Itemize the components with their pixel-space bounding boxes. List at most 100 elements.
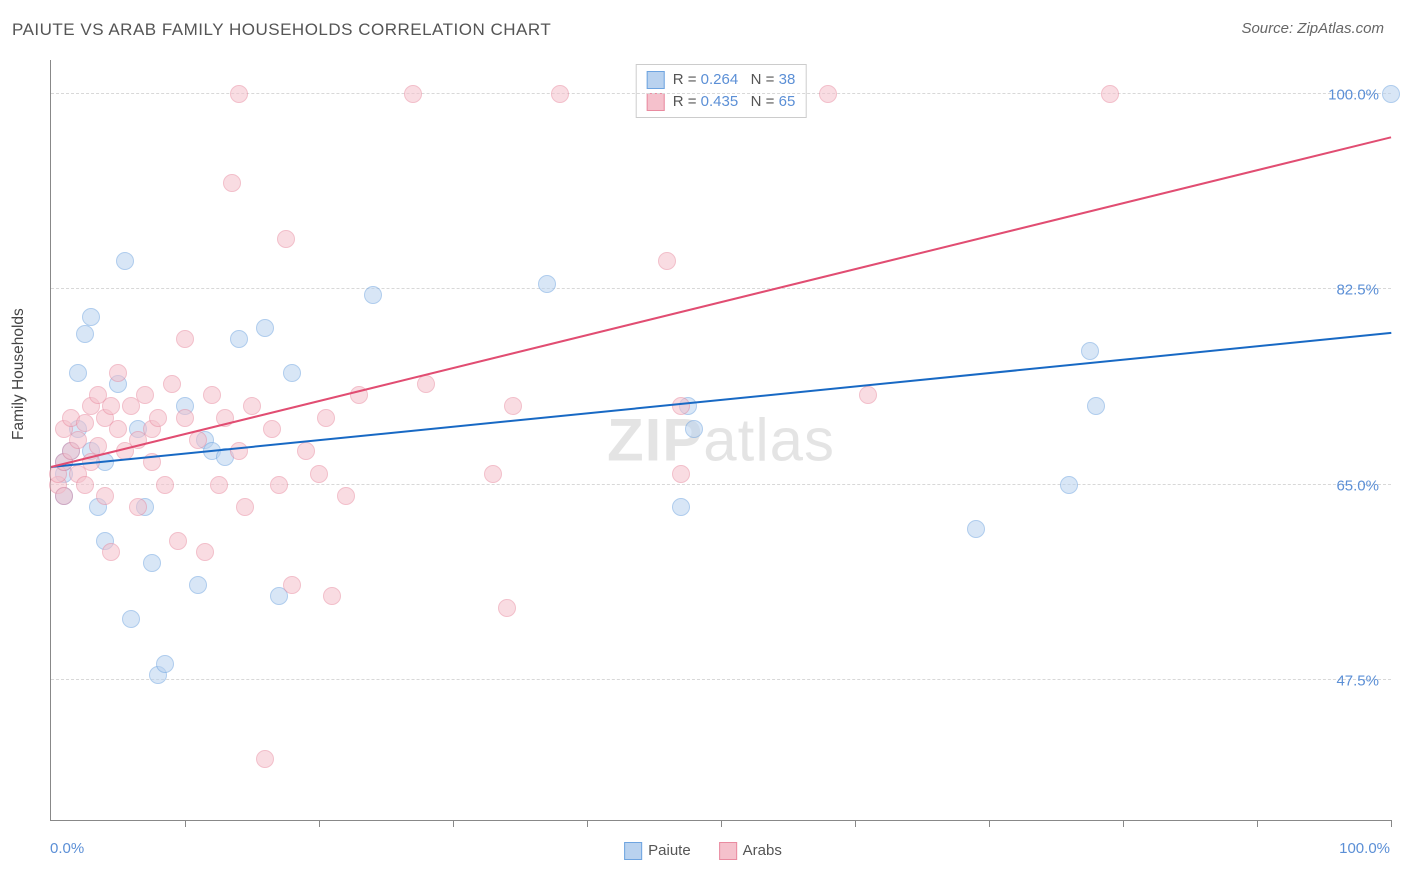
scatter-point [176,409,194,427]
correlation-legend-row: R = 0.264 N = 38 [647,69,796,91]
scatter-point [76,476,94,494]
scatter-point [263,420,281,438]
gridline [51,288,1391,289]
scatter-point [672,498,690,516]
scatter-point [404,85,422,103]
chart-title: PAIUTE VS ARAB FAMILY HOUSEHOLDS CORRELA… [12,20,551,40]
gridline [51,679,1391,680]
scatter-point [189,576,207,594]
x-axis-max-label: 100.0% [1339,840,1390,857]
chart-container: PAIUTE VS ARAB FAMILY HOUSEHOLDS CORRELA… [0,0,1406,892]
scatter-point [203,386,221,404]
scatter-point [317,409,335,427]
scatter-point [109,420,127,438]
plot-area: ZIPatlas R = 0.264 N = 38R = 0.435 N = 6… [50,60,1391,821]
x-axis-tick [587,820,588,827]
scatter-point [819,85,837,103]
y-axis-label: 47.5% [1336,673,1379,690]
scatter-point [196,543,214,561]
scatter-point [256,319,274,337]
scatter-point [1081,342,1099,360]
scatter-point [156,476,174,494]
scatter-point [55,487,73,505]
scatter-point [323,587,341,605]
correlation-legend: R = 0.264 N = 38R = 0.435 N = 65 [636,64,807,118]
legend-swatch [647,93,665,111]
scatter-point [69,364,87,382]
scatter-point [230,442,248,460]
scatter-point [129,498,147,516]
x-axis-tick [1123,820,1124,827]
correlation-legend-row: R = 0.435 N = 65 [647,91,796,113]
scatter-point [297,442,315,460]
scatter-point [1382,85,1400,103]
y-axis-title: Family Households [10,308,28,440]
x-axis-min-label: 0.0% [50,840,84,857]
scatter-point [102,397,120,415]
scatter-point [337,487,355,505]
scatter-point [169,532,187,550]
scatter-point [230,330,248,348]
gridline [51,484,1391,485]
legend-swatch [647,71,665,89]
scatter-point [672,397,690,415]
x-axis-tick [319,820,320,827]
scatter-point [69,431,87,449]
scatter-point [210,476,228,494]
trend-line [51,136,1391,468]
scatter-point [551,85,569,103]
y-axis-label: 100.0% [1328,86,1379,103]
scatter-point [136,386,154,404]
scatter-point [96,487,114,505]
scatter-point [156,655,174,673]
x-axis-tick [453,820,454,827]
x-axis-tick [1257,820,1258,827]
x-axis-tick [185,820,186,827]
scatter-point [1087,397,1105,415]
scatter-point [498,599,516,617]
scatter-point [176,330,194,348]
scatter-point [859,386,877,404]
scatter-point [504,397,522,415]
gridline [51,93,1391,94]
scatter-point [102,543,120,561]
legend-item: Arabs [719,842,782,860]
x-axis-tick [855,820,856,827]
scatter-point [417,375,435,393]
scatter-point [82,308,100,326]
scatter-point [658,252,676,270]
x-axis-tick [721,820,722,827]
legend-swatch [719,842,737,860]
series-legend: PaiuteArabs [624,842,782,860]
scatter-point [122,610,140,628]
legend-swatch [624,842,642,860]
scatter-point [538,275,556,293]
scatter-point [109,364,127,382]
scatter-point [967,520,985,538]
y-axis-label: 65.0% [1336,477,1379,494]
scatter-point [277,230,295,248]
scatter-point [163,375,181,393]
x-axis-tick [989,820,990,827]
scatter-point [310,465,328,483]
scatter-point [484,465,502,483]
scatter-point [283,576,301,594]
scatter-point [243,397,261,415]
scatter-point [189,431,207,449]
scatter-point [672,465,690,483]
watermark: ZIPatlas [607,406,835,475]
scatter-point [1060,476,1078,494]
scatter-point [283,364,301,382]
scatter-point [230,85,248,103]
scatter-point [143,554,161,572]
chart-source: Source: ZipAtlas.com [1241,20,1384,37]
scatter-point [76,325,94,343]
scatter-point [364,286,382,304]
scatter-point [149,409,167,427]
scatter-point [256,750,274,768]
y-axis-label: 82.5% [1336,282,1379,299]
scatter-point [685,420,703,438]
x-axis-tick [1391,820,1392,827]
scatter-point [1101,85,1119,103]
scatter-point [116,252,134,270]
